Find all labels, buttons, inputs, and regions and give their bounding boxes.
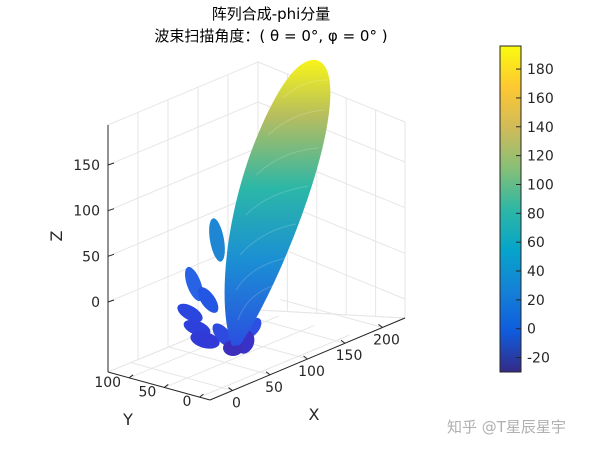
y-tick-labels: 0 50 100 bbox=[94, 374, 204, 410]
y-grid-line bbox=[199, 334, 350, 398]
x-tick-label: 0 bbox=[232, 396, 241, 412]
colorbar-tick-label: 140 bbox=[527, 120, 554, 136]
colorbar-tick-label: 180 bbox=[527, 62, 554, 78]
chart-title: 阵列合成-phi分量 bbox=[212, 5, 331, 23]
x-tick-labels: 0 50 100 150 200 bbox=[228, 324, 400, 412]
colorbar-tick-label: 20 bbox=[527, 293, 545, 309]
x-axis-label: X bbox=[309, 405, 320, 424]
z-grid-line bbox=[107, 147, 259, 212]
y-tick-label: 50 bbox=[138, 384, 156, 400]
z-tick-labels: 0 50 100 150 bbox=[73, 158, 115, 311]
colorbar-tick-label: -20 bbox=[527, 351, 550, 367]
z-tick-label: 50 bbox=[82, 249, 100, 265]
z-tick-label: 150 bbox=[73, 158, 100, 174]
y-grid-line bbox=[164, 324, 315, 388]
z-axis-label: Z bbox=[47, 230, 66, 241]
chart-subtitle: 波束扫描角度：( θ = 0°, φ = 0° ) bbox=[154, 27, 387, 45]
x-tick-label: 150 bbox=[336, 348, 363, 364]
colorbar-tick-label: 40 bbox=[527, 264, 545, 280]
x-grid-line bbox=[167, 346, 271, 376]
y-tick-mark bbox=[199, 393, 204, 398]
colorbar-tick-label: 120 bbox=[527, 149, 554, 165]
x-tick-mark bbox=[265, 371, 271, 376]
side-lobe-c bbox=[177, 303, 203, 323]
colorbar-tick-label: 0 bbox=[527, 322, 536, 338]
colorbar-tick-labels: -20 0 20 40 60 80 100 120 140 160 180 bbox=[516, 62, 554, 367]
x-tick-label: 50 bbox=[265, 380, 283, 396]
z-tick-mark bbox=[107, 253, 115, 257]
main-lobe bbox=[224, 59, 331, 346]
colorbar-tick-label: 160 bbox=[527, 91, 554, 107]
side-lobe-e bbox=[190, 331, 220, 349]
colorbar-tick-label: 80 bbox=[527, 206, 545, 222]
x-grid-line bbox=[130, 362, 233, 392]
x-tick-mark bbox=[228, 387, 233, 391]
x-tick-label: 100 bbox=[298, 364, 325, 380]
y-tick-mark bbox=[163, 384, 169, 388]
watermark: 知乎 @T星辰星宇 bbox=[447, 418, 566, 436]
x-tick-mark bbox=[303, 355, 308, 360]
y-tick-label: 100 bbox=[94, 375, 121, 391]
colorbar-tick-label: 60 bbox=[527, 235, 545, 251]
side-lobe-f bbox=[212, 323, 234, 347]
x-tick-mark bbox=[378, 324, 383, 328]
side-lobe-upper bbox=[209, 218, 225, 262]
z-tick-label: 100 bbox=[73, 204, 100, 220]
z-tick-label: 0 bbox=[91, 295, 100, 311]
z-grid-line bbox=[107, 101, 259, 166]
radiation-pattern bbox=[177, 59, 331, 356]
z-tick-mark bbox=[107, 162, 115, 166]
y-axis-line bbox=[107, 371, 211, 401]
y-tick-mark bbox=[128, 374, 134, 379]
y-tick-label: 0 bbox=[183, 394, 192, 410]
main-lobe-ridges bbox=[235, 79, 329, 321]
x-tick-label: 200 bbox=[373, 332, 400, 348]
z-tick-mark bbox=[107, 208, 115, 212]
x-grid-line bbox=[280, 298, 383, 328]
colorbar bbox=[499, 45, 522, 373]
x-tick-mark bbox=[340, 339, 346, 344]
colorbar-tick-label: 100 bbox=[527, 177, 554, 193]
z-tick-mark bbox=[107, 299, 115, 303]
z-grid-line bbox=[107, 192, 259, 257]
side-lobe-b bbox=[197, 287, 219, 313]
y-axis-label: Y bbox=[122, 410, 133, 429]
